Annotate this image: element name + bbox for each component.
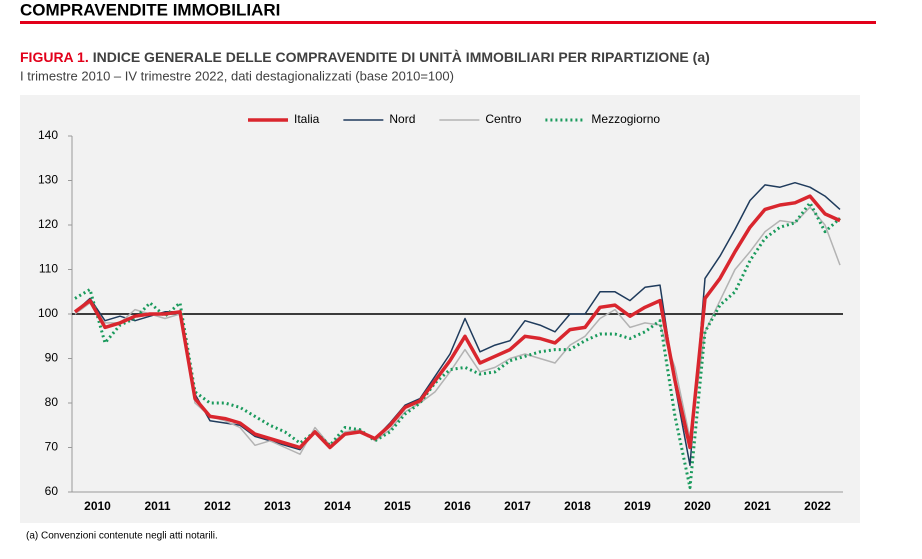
y-tick-label: 70 [45, 440, 59, 454]
legend-label: Italia [294, 112, 320, 126]
x-tick-label: 2011 [144, 499, 170, 513]
footnote: (a) Convenzioni contenute negli atti not… [26, 531, 218, 542]
y-tick-label: 80 [45, 395, 59, 409]
y-tick-label: 60 [45, 484, 59, 498]
header-rule [20, 21, 876, 24]
y-tick-label: 110 [39, 262, 58, 276]
x-tick-label: 2018 [564, 499, 591, 513]
x-tick-label: 2021 [744, 499, 771, 513]
x-tick-label: 2016 [444, 499, 471, 513]
x-tick-label: 2013 [264, 499, 291, 513]
series-line [74, 201, 841, 490]
figure-subtitle: I trimestre 2010 – IV trimestre 2022, da… [20, 68, 454, 83]
x-tick-label: 2022 [804, 499, 831, 513]
legend-label: Centro [485, 112, 521, 126]
x-tick-label: 2012 [204, 499, 231, 513]
y-tick-label: 130 [38, 173, 58, 187]
x-tick-label: 2019 [624, 499, 651, 513]
x-tick-label: 2017 [504, 499, 531, 513]
figure-heading: FIGURA 1. INDICE GENERALE DELLE COMPRAVEN… [20, 49, 710, 65]
y-tick-label: 120 [38, 217, 58, 231]
plot: 60 70 80 90 100 110 120 130 140 2010 2011 2012 2013 2… [38, 112, 843, 513]
x-tick-label: 2014 [324, 499, 351, 513]
legend-label: Mezzogiorno [591, 112, 660, 126]
x-tick-label: 2015 [384, 499, 411, 513]
y-tick-label: 100 [38, 306, 58, 320]
x-tick-label: 2010 [84, 499, 111, 513]
legend-label: Nord [389, 112, 415, 126]
header-title: COMPRAVENDITE IMMOBILIARI [20, 0, 280, 19]
y-tick-label: 90 [45, 351, 59, 365]
chart-background [20, 95, 860, 523]
figure-title: INDICE GENERALE DELLE COMPRAVENDITE DI U… [93, 49, 710, 65]
series-line [73, 194, 841, 450]
y-tick-label: 140 [38, 128, 58, 142]
x-tick-label: 2020 [684, 499, 711, 513]
figure-label: FIGURA 1. [20, 49, 89, 65]
